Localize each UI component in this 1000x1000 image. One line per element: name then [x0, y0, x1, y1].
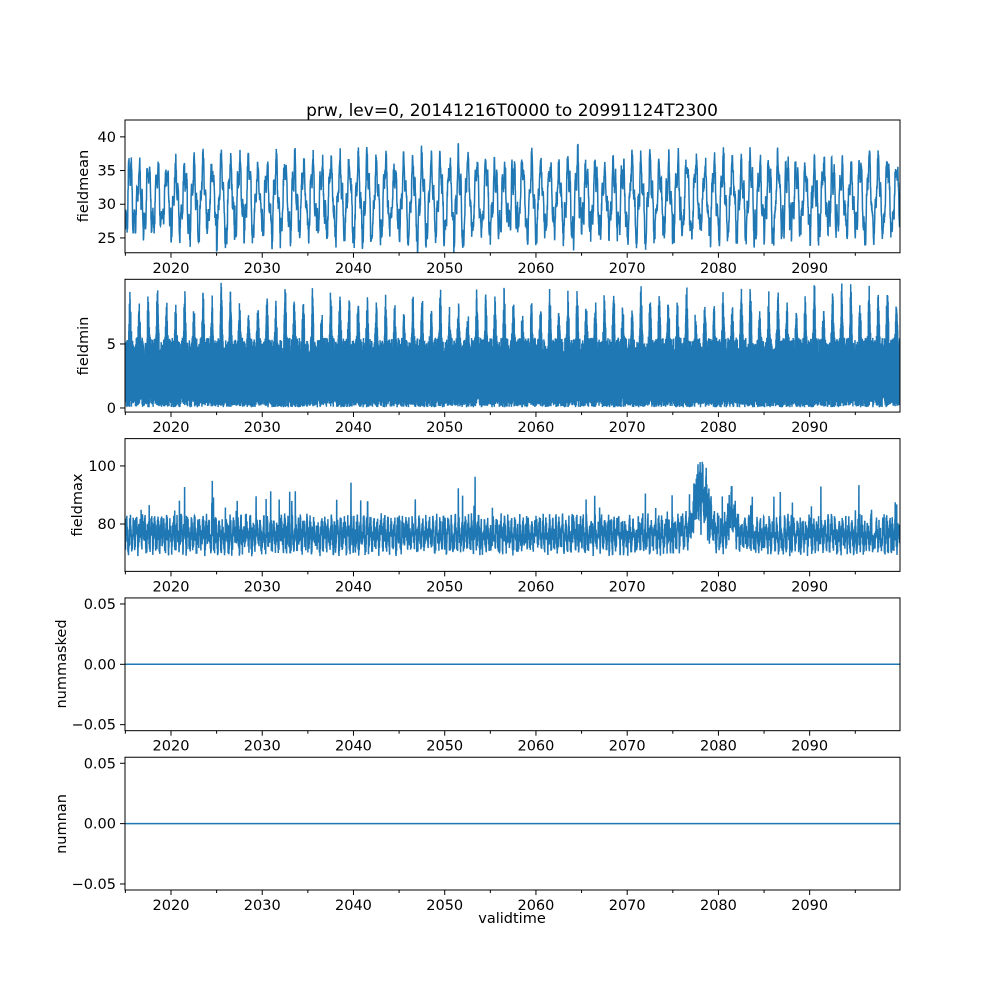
y-tick-label: 80 [98, 517, 116, 533]
x-tick-label: 2090 [791, 579, 828, 595]
axes-spines [124, 278, 901, 413]
y-tick-label: −0.05 [72, 718, 116, 734]
x-tick-label: 2050 [426, 261, 463, 277]
series-line-fieldmean [125, 143, 900, 253]
x-tick-label: 2070 [609, 898, 646, 914]
subplot-fieldmean: 2020 2030 2040 2050 2060 2070 2080 2090 25 30 35 40 [98, 119, 901, 277]
x-tick-label: 2030 [244, 261, 281, 277]
y-tick-label: 35 [98, 164, 116, 180]
y-tick-label: 30 [98, 197, 116, 213]
y-tick-label: 25 [98, 231, 116, 247]
x-tick-label: 2020 [153, 420, 190, 436]
x-tick-label: 2090 [791, 898, 828, 914]
x-tick-label: 2080 [700, 898, 737, 914]
x-tick-label: 2080 [700, 420, 737, 436]
x-tick-label: 2020 [153, 898, 190, 914]
y-tick-label: 0.00 [84, 817, 116, 833]
x-tick-label: 2020 [153, 579, 190, 595]
y-tick-label: 0 [107, 401, 116, 417]
x-tick-label: 2070 [609, 261, 646, 277]
x-tick-label: 2060 [517, 739, 554, 755]
axes-spines [124, 438, 901, 572]
x-tick-label: 2070 [609, 739, 646, 755]
x-tick-label: 2030 [244, 898, 281, 914]
x-tick-label: 2080 [700, 579, 737, 595]
x-tick-label: 2040 [335, 420, 372, 436]
x-tick-label: 2070 [609, 579, 646, 595]
x-tick-label: 2020 [153, 261, 190, 277]
subplot-nummasked: 2020 2030 2040 2050 2060 2070 2080 2090 −0.05 0.0… [72, 597, 901, 755]
series-line-fieldmin [125, 282, 900, 408]
subplot-fieldmax: 2020 2030 2040 2050 2060 2070 2080 2090 80 100 [88, 438, 901, 595]
x-tick-label: 2030 [244, 579, 281, 595]
y-tick-label: 5 [107, 337, 116, 353]
y-tick-label: 0.05 [84, 597, 116, 613]
x-tick-label: 2020 [153, 739, 190, 755]
y-tick-label: 100 [88, 459, 116, 475]
x-tick-label: 2050 [426, 739, 463, 755]
x-tick-label: 2070 [609, 420, 646, 436]
x-tick-label: 2090 [791, 420, 828, 436]
x-tick-label: 2030 [244, 739, 281, 755]
x-tick-label: 2050 [426, 898, 463, 914]
x-tick-label: 2090 [791, 739, 828, 755]
y-tick-label: −0.05 [72, 877, 116, 893]
y-tick-label: 40 [98, 130, 116, 146]
y-tick-label: 0.00 [84, 657, 116, 673]
xaxis-label: validtime [478, 911, 546, 927]
x-tick-label: 2030 [244, 420, 281, 436]
x-tick-label: 2080 [700, 739, 737, 755]
x-tick-label: 2040 [335, 898, 372, 914]
x-tick-label: 2050 [426, 579, 463, 595]
figure-title: prw, lev=0, 20141216T0000 to 20991124T23… [306, 101, 718, 121]
axes-spines [124, 119, 901, 254]
subplot-numnan: 2020 2030 2040 2050 2060 2070 2080 2090 −0.05 0.0… [72, 756, 901, 914]
series-line-fieldmax [125, 461, 900, 557]
x-tick-label: 2040 [335, 579, 372, 595]
x-tick-label: 2060 [517, 898, 554, 914]
y-tick-label: 0.05 [84, 756, 116, 772]
subplot-fieldmin: 2020 2030 2040 2050 2060 2070 2080 2090 0 5 [107, 278, 901, 436]
x-tick-label: 2080 [700, 261, 737, 277]
x-tick-label: 2090 [791, 261, 828, 277]
x-tick-label: 2060 [517, 579, 554, 595]
x-tick-label: 2050 [426, 420, 463, 436]
x-tick-label: 2040 [335, 261, 372, 277]
x-tick-label: 2040 [335, 739, 372, 755]
x-tick-label: 2060 [517, 420, 554, 436]
x-tick-label: 2060 [517, 261, 554, 277]
